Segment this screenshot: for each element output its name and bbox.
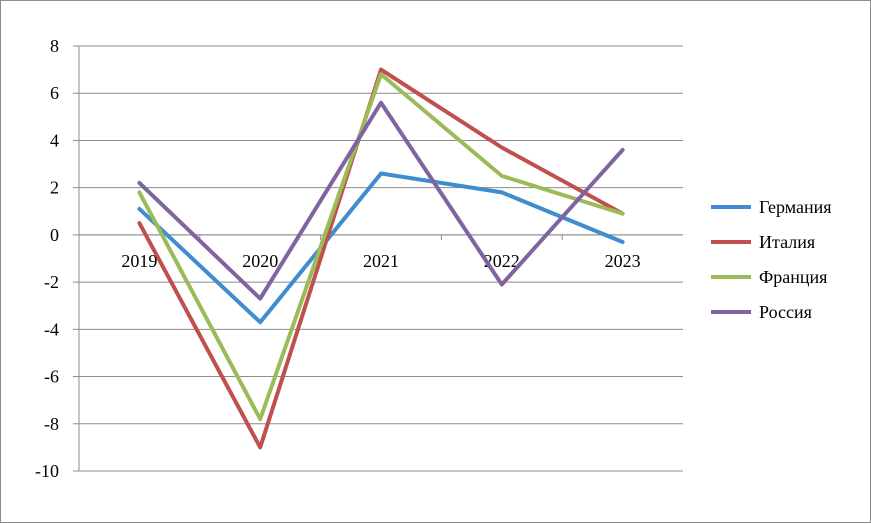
legend-entry: Италия: [759, 232, 815, 252]
legend-entry: Германия: [759, 197, 832, 217]
series-line-1: [137, 67, 625, 450]
series-line-2: [137, 72, 625, 422]
y-tick-label: -6: [44, 367, 59, 387]
y-axis: 8 6 4 2 0 -2 -4 -6 -8 -10: [35, 36, 80, 481]
y-tick-label: -8: [44, 414, 59, 434]
y-tick-label: -2: [44, 272, 59, 292]
series-line-3: [137, 100, 625, 301]
y-tick-label: -10: [35, 461, 59, 481]
series-line-0: [137, 171, 625, 325]
x-tick-label: 2019: [121, 251, 157, 271]
legend-entry: Россия: [759, 302, 812, 322]
x-tick-label: 2020: [242, 251, 278, 271]
y-tick-label: 6: [50, 83, 59, 103]
x-tick-label: 2021: [363, 251, 399, 271]
x-axis: 2019 2020 2021 2022 2023: [78, 234, 683, 271]
y-tick-label: 8: [50, 36, 59, 56]
x-tick-label: 2023: [605, 251, 641, 271]
y-tick-label: 0: [50, 225, 59, 245]
legend: Германия Италия Франция Россия: [711, 197, 832, 322]
x-tick-label: 2022: [484, 251, 520, 271]
y-tick-label: -4: [44, 319, 59, 339]
legend-entry: Франция: [759, 267, 827, 287]
series-lines: [137, 67, 625, 450]
y-tick-label: 4: [50, 130, 59, 150]
y-tick-label: 2: [50, 178, 59, 198]
